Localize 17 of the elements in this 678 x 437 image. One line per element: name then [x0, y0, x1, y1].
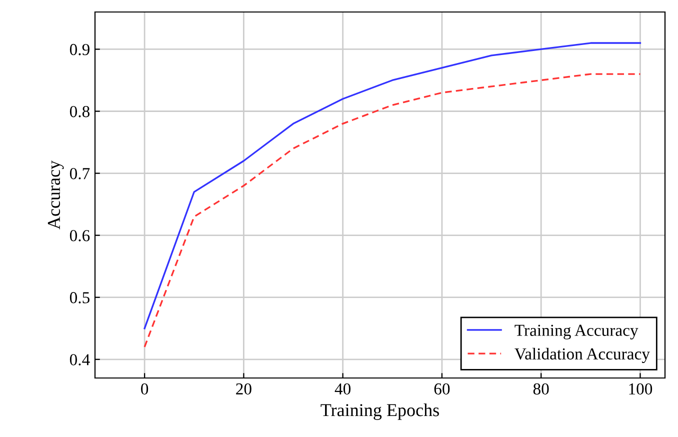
y-tick-label: 0.5	[70, 292, 90, 304]
x-tick-label: 60	[434, 383, 450, 395]
line-series	[144, 73, 642, 348]
legend-label: Validation Accuracy	[514, 348, 650, 363]
x-axis-title: Training Epochs	[320, 404, 439, 420]
y-tick-label: 0.9	[70, 44, 90, 56]
y-tick-label: 0.6	[70, 230, 90, 242]
x-tick-label: 40	[334, 383, 351, 395]
legend-label: Training Accuracy	[514, 324, 638, 340]
y-axis-title: Accuracy	[48, 160, 64, 230]
x-tick-label: 80	[533, 383, 549, 395]
x-tick-label: 100	[629, 383, 652, 395]
x-tick-label: 0	[141, 383, 148, 395]
x-tick-label: 20	[236, 383, 252, 395]
y-tick-label: 0.4	[70, 354, 90, 366]
y-tick-label: 0.8	[70, 106, 90, 118]
y-tick-label: 0.7	[70, 168, 90, 180]
